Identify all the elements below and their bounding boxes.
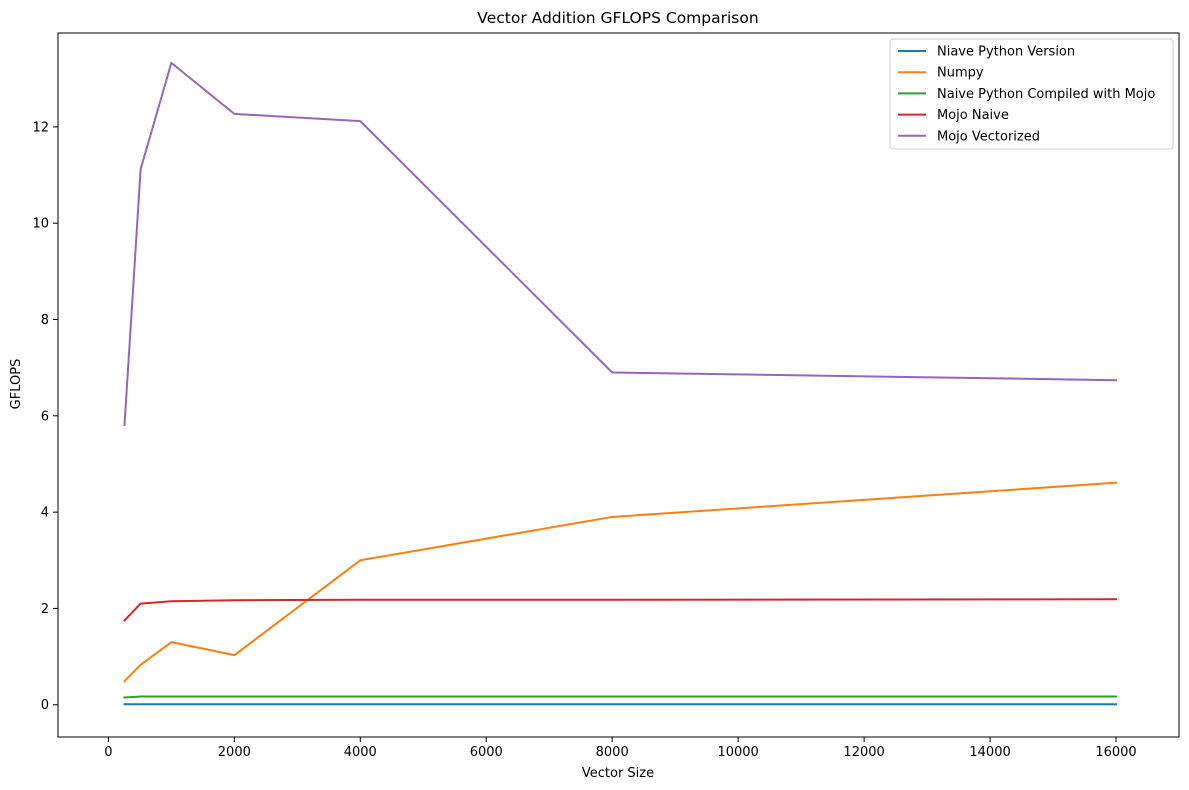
legend: Niave Python Version Numpy Naive Python Co… [889, 38, 1174, 150]
chart-title: Vector Addition GFLOPS Comparison [477, 9, 758, 27]
x-tick-label: 0 [104, 745, 112, 760]
x-tick-label: 16000 [1095, 745, 1136, 760]
x-tick-label: 14000 [969, 745, 1010, 760]
legend-entry-label: Numpy [937, 66, 984, 81]
legend-entry-label: Naive Python Compiled with Mojo [937, 87, 1155, 102]
y-axis-label: GFLOPS [9, 359, 24, 410]
x-axis-label: Vector Size [582, 766, 654, 781]
y-tick-label: 6 [41, 409, 49, 424]
y-axis: 0 2 4 6 8 10 12 [32, 120, 58, 713]
y-tick-label: 4 [41, 506, 49, 521]
x-tick-label: 4000 [344, 745, 377, 760]
plot-area [123, 61, 1118, 706]
x-tick-label: 6000 [470, 745, 503, 760]
x-axis: 0 2000 4000 6000 8000 10000 12000 14000 16000 [104, 737, 1137, 760]
x-tick-label: 12000 [843, 745, 884, 760]
legend-entry-label: Niave Python Version [937, 45, 1075, 60]
series-line-5 [123, 61, 1118, 427]
x-tick-label: 10000 [717, 745, 758, 760]
plot-frame [57, 32, 1180, 738]
y-tick-label: 10 [32, 217, 49, 232]
legend-entry-label: Mojo Naive [937, 108, 1009, 123]
x-tick-label: 2000 [218, 745, 251, 760]
y-tick-label: 2 [41, 602, 49, 617]
legend-entry-label: Mojo Vectorized [937, 129, 1040, 144]
legend-box [889, 38, 1174, 150]
y-tick-label: 8 [41, 313, 49, 328]
y-tick-label: 0 [41, 698, 49, 713]
series-line-2 [123, 481, 1118, 683]
y-tick-label: 12 [32, 120, 49, 135]
x-tick-label: 8000 [596, 745, 629, 760]
series-line-3 [123, 695, 1118, 699]
series-line-4 [123, 598, 1118, 622]
